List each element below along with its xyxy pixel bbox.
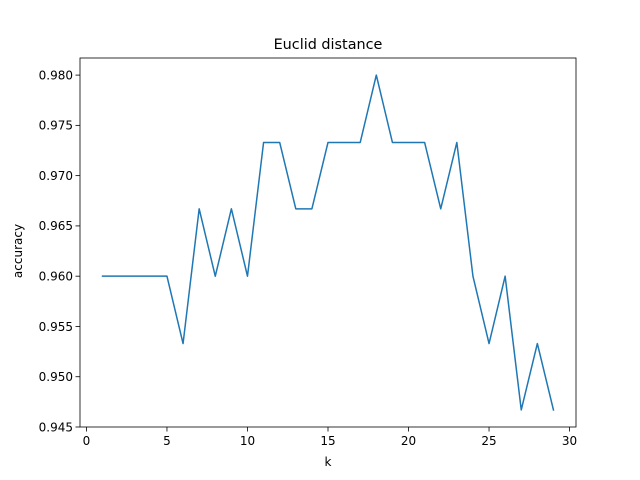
x-tick-label: 30 [562,434,577,448]
x-tick-label: 25 [481,434,496,448]
plot-area: 0 5 10 15 20 25 30 0.945 0.950 0.955 0.960 0.965 0.9… [39,57,577,448]
y-tick-label: 0.970 [39,169,73,183]
y-tick-label: 0.945 [39,420,73,434]
x-tick-label: 10 [240,434,255,448]
y-tick-label: 0.965 [39,219,73,233]
x-tick-label: 0 [83,434,91,448]
y-tick-label: 0.975 [39,119,73,133]
y-tick-label: 0.950 [39,370,73,384]
x-axis-title: k [325,455,332,469]
x-tick-label: 20 [401,434,416,448]
y-tick-label: 0.980 [39,68,73,82]
y-tick-label: 0.955 [39,320,73,334]
chart-title: Euclid distance [274,37,383,53]
x-tick-label: 5 [163,434,171,448]
y-axis-title: accuracy [11,224,25,278]
series-line [101,74,555,411]
y-tick-label: 0.960 [39,269,73,283]
x-tick-label: 15 [320,434,335,448]
